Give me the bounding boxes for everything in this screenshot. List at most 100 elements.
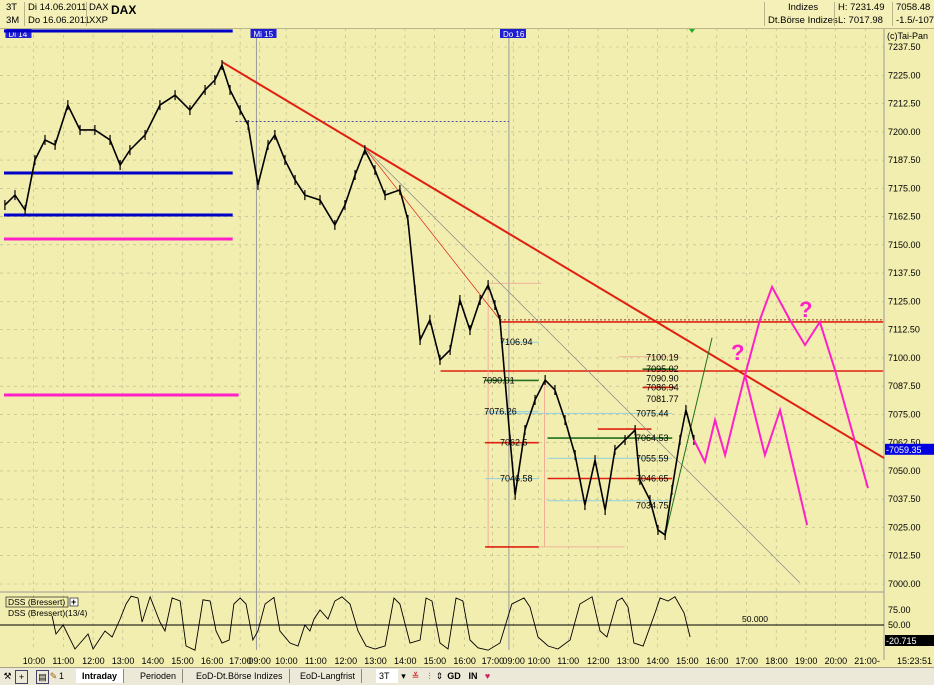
x-tick-label: 13:00 [112, 656, 135, 666]
symbol-small: DAX [89, 2, 109, 13]
tool-icon[interactable]: ⚒ [3, 671, 12, 681]
y-tick-label: 7137.50 [888, 268, 921, 278]
x-tick-label: 18:00 [765, 656, 788, 666]
x-tick-label: 12:00 [82, 656, 105, 666]
day-marker: Do 16 [499, 29, 526, 39]
x-tick-label: 14:00 [646, 656, 669, 666]
x-tick-label: 13:00 [617, 656, 640, 666]
bars-icon[interactable]: ⫶ [428, 671, 431, 681]
fib-label: 7106.94 [500, 337, 533, 347]
x-tick-label: 10:00 [528, 656, 551, 666]
pencil-icon[interactable]: ✎ [49, 671, 58, 681]
dss-title: DSS (Bressert)(13/4) [8, 608, 88, 618]
tab-perioden[interactable]: Perioden [134, 669, 184, 683]
x-tick-label: 11:00 [52, 656, 74, 666]
plus-icon: + [71, 597, 76, 607]
day-marker: Di 14 [5, 29, 32, 39]
period-bottom[interactable]: 3M [6, 15, 20, 26]
fib-label: 7075.44 [636, 408, 669, 418]
fib-label: 7046.65 [636, 474, 669, 484]
x-axis-tail: - [877, 656, 880, 666]
fib-label: 7086.94 [646, 382, 679, 392]
y-tick-label: 7012.50 [888, 551, 921, 561]
dss-current-label: -20.715 [886, 636, 917, 646]
y-tick-label: 7112.50 [888, 325, 920, 335]
in-button[interactable]: IN [468, 671, 478, 681]
fib-label: 7064.53 [636, 433, 669, 443]
high-value: H: 7231.49 [838, 2, 885, 13]
y-tick-label: 7225.00 [888, 70, 921, 80]
date-to: Do 16.06.2011 [28, 15, 90, 26]
x-tick-label: 12:00 [335, 656, 358, 666]
y-tick-label: 7237.50 [888, 42, 921, 52]
exchange: XXP [89, 15, 109, 26]
projection-path [693, 284, 869, 489]
y-tick-label: 7125.00 [888, 296, 921, 306]
x-tick-label: 14:00 [394, 656, 417, 666]
price-chart[interactable]: Di 14 Mi 15 Do 16?? 7106.94 7090.01 7076.26 70… [0, 0, 934, 667]
fib-label: 7090.90 [646, 373, 679, 383]
tab-eod-boerse[interactable]: EoD-Dt.Börse Indizes [190, 669, 290, 683]
fib-label: 7090.01 [482, 375, 515, 385]
day-marker-label: Do 16 [503, 30, 525, 39]
category-exchange: Dt.Börse Indizes [768, 15, 838, 26]
y-tick-label: 7187.50 [888, 155, 921, 165]
price-line [4, 62, 695, 537]
last-price: 7058.48 [896, 2, 931, 13]
trendline-green [664, 337, 713, 536]
date-from: Di 14.06.2011 [28, 2, 87, 13]
y-tick-label: 7200.00 [888, 127, 921, 137]
current-price-label: -7059.35 [886, 445, 922, 455]
dss-reference-label: 50.000 [742, 614, 768, 624]
tab-eod-langfrist[interactable]: EoD-Langfrist [294, 669, 363, 683]
x-tick-label: 20:00 [825, 656, 848, 666]
low-value: L: 7017.98 [838, 15, 883, 26]
gd-button[interactable]: GD [447, 671, 461, 681]
question-mark: ? [731, 340, 744, 365]
heart-icon[interactable]: ♥ [484, 671, 491, 681]
y-tick-label: 7025.00 [888, 522, 921, 532]
current-price-bg [885, 443, 934, 455]
marker-triangle-icon [689, 29, 695, 33]
y-tick-label: 7050.00 [888, 466, 921, 476]
y-tick-label: 7000.00 [888, 579, 921, 589]
question-mark: ? [799, 297, 812, 322]
period-top[interactable]: 3T [6, 2, 18, 13]
updown-icon[interactable]: ⇕ [435, 671, 444, 681]
tab-intraday[interactable]: Intraday [76, 669, 125, 683]
x-tick-label: 16:00 [453, 656, 476, 666]
draw-counter: 1 [58, 671, 64, 681]
fib-label: 7046.58 [500, 474, 533, 484]
y-tick-label: 7150.00 [888, 240, 921, 250]
dss-y-tick: 50.00 [888, 620, 911, 630]
x-tick-label: 10:00 [23, 656, 46, 666]
x-tick-label: 16:00 [706, 656, 729, 666]
change-value: -1.5/-107.4 [896, 15, 934, 26]
x-tick-label: 17:00 [736, 656, 759, 666]
fib-label: 7095.02 [646, 364, 679, 374]
expand-icon [69, 597, 79, 607]
x-tick-label: 15:00 [676, 656, 699, 666]
chevron-down-icon[interactable]: ▾ [401, 671, 406, 681]
x-tick-label: 09:00 [502, 656, 525, 666]
y-tick-label: 7175.00 [888, 183, 921, 193]
plot-background [0, 28, 884, 660]
trendline-gray [364, 147, 801, 584]
period-select[interactable]: 3T [376, 669, 398, 683]
x-tick-label: 15:00 [171, 656, 194, 666]
x-tick-label: 10:00 [275, 656, 298, 666]
fib-label: 7081.77 [646, 394, 679, 404]
symbol-title: DAX [111, 3, 137, 17]
y-tick-label: 7212.50 [888, 99, 921, 109]
clock-label: 15:23:51 [897, 656, 932, 666]
fib-label: 7076.26 [484, 407, 517, 417]
x-tick-label: 11:00 [305, 656, 327, 666]
y-tick-label: 7162.50 [888, 212, 921, 222]
dss-y-tick: 75.00 [888, 605, 911, 615]
chart-type-icon[interactable]: ≚ [411, 671, 420, 681]
fib-label: 7062.5 [500, 438, 528, 448]
dss-legend-box [5, 596, 69, 608]
day-marker-label: Di 14 [8, 30, 27, 39]
x-tick-label: 14:00 [142, 656, 165, 666]
crosshair-icon[interactable]: + [15, 670, 28, 684]
